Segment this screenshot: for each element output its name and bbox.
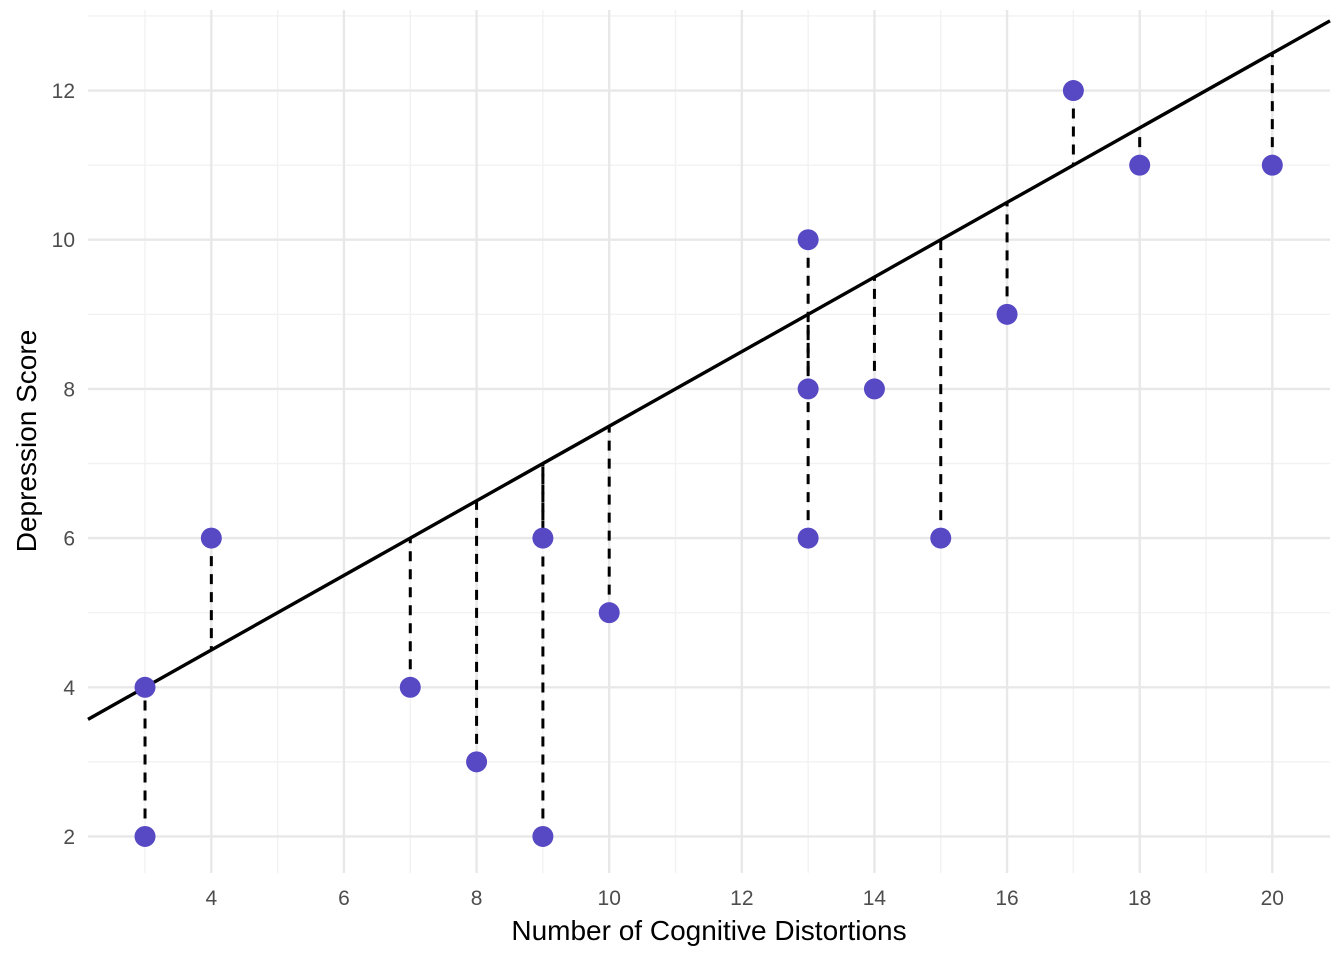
x-tick-label: 12 — [730, 887, 753, 910]
data-point — [134, 825, 156, 847]
x-tick-label: 18 — [1128, 887, 1151, 910]
data-point — [532, 527, 554, 549]
data-point — [797, 229, 819, 251]
y-tick-label: 6 — [63, 528, 75, 551]
x-tick-label: 14 — [863, 887, 887, 910]
x-tick-label: 8 — [471, 887, 483, 910]
y-tick-label: 12 — [52, 80, 75, 103]
regression-line — [87, 19, 1331, 721]
x-tick-label: 6 — [338, 887, 350, 910]
data-point — [863, 378, 885, 400]
data-point — [1062, 80, 1084, 102]
y-tick-label: 10 — [52, 229, 75, 252]
data-point — [200, 527, 222, 549]
data-point — [930, 527, 952, 549]
x-tick-label: 10 — [598, 887, 621, 910]
data-point — [134, 676, 156, 698]
x-tick-label: 4 — [205, 887, 217, 910]
y-tick-label: 8 — [63, 378, 75, 401]
data-point — [598, 602, 620, 624]
data-point — [797, 378, 819, 400]
data-point — [996, 303, 1018, 325]
data-point — [466, 751, 488, 773]
data-point — [1261, 154, 1283, 176]
x-tick-label: 16 — [995, 887, 1018, 910]
x-tick-label: 20 — [1261, 887, 1284, 910]
x-axis-title: Number of Cognitive Distortions — [511, 915, 907, 946]
data-point — [532, 825, 554, 847]
y-tick-label: 4 — [63, 677, 75, 700]
data-point — [797, 527, 819, 549]
data-point — [1129, 154, 1151, 176]
y-axis-title: Depression Score — [11, 329, 42, 553]
y-tick-label: 2 — [63, 826, 75, 849]
data-point — [399, 676, 421, 698]
